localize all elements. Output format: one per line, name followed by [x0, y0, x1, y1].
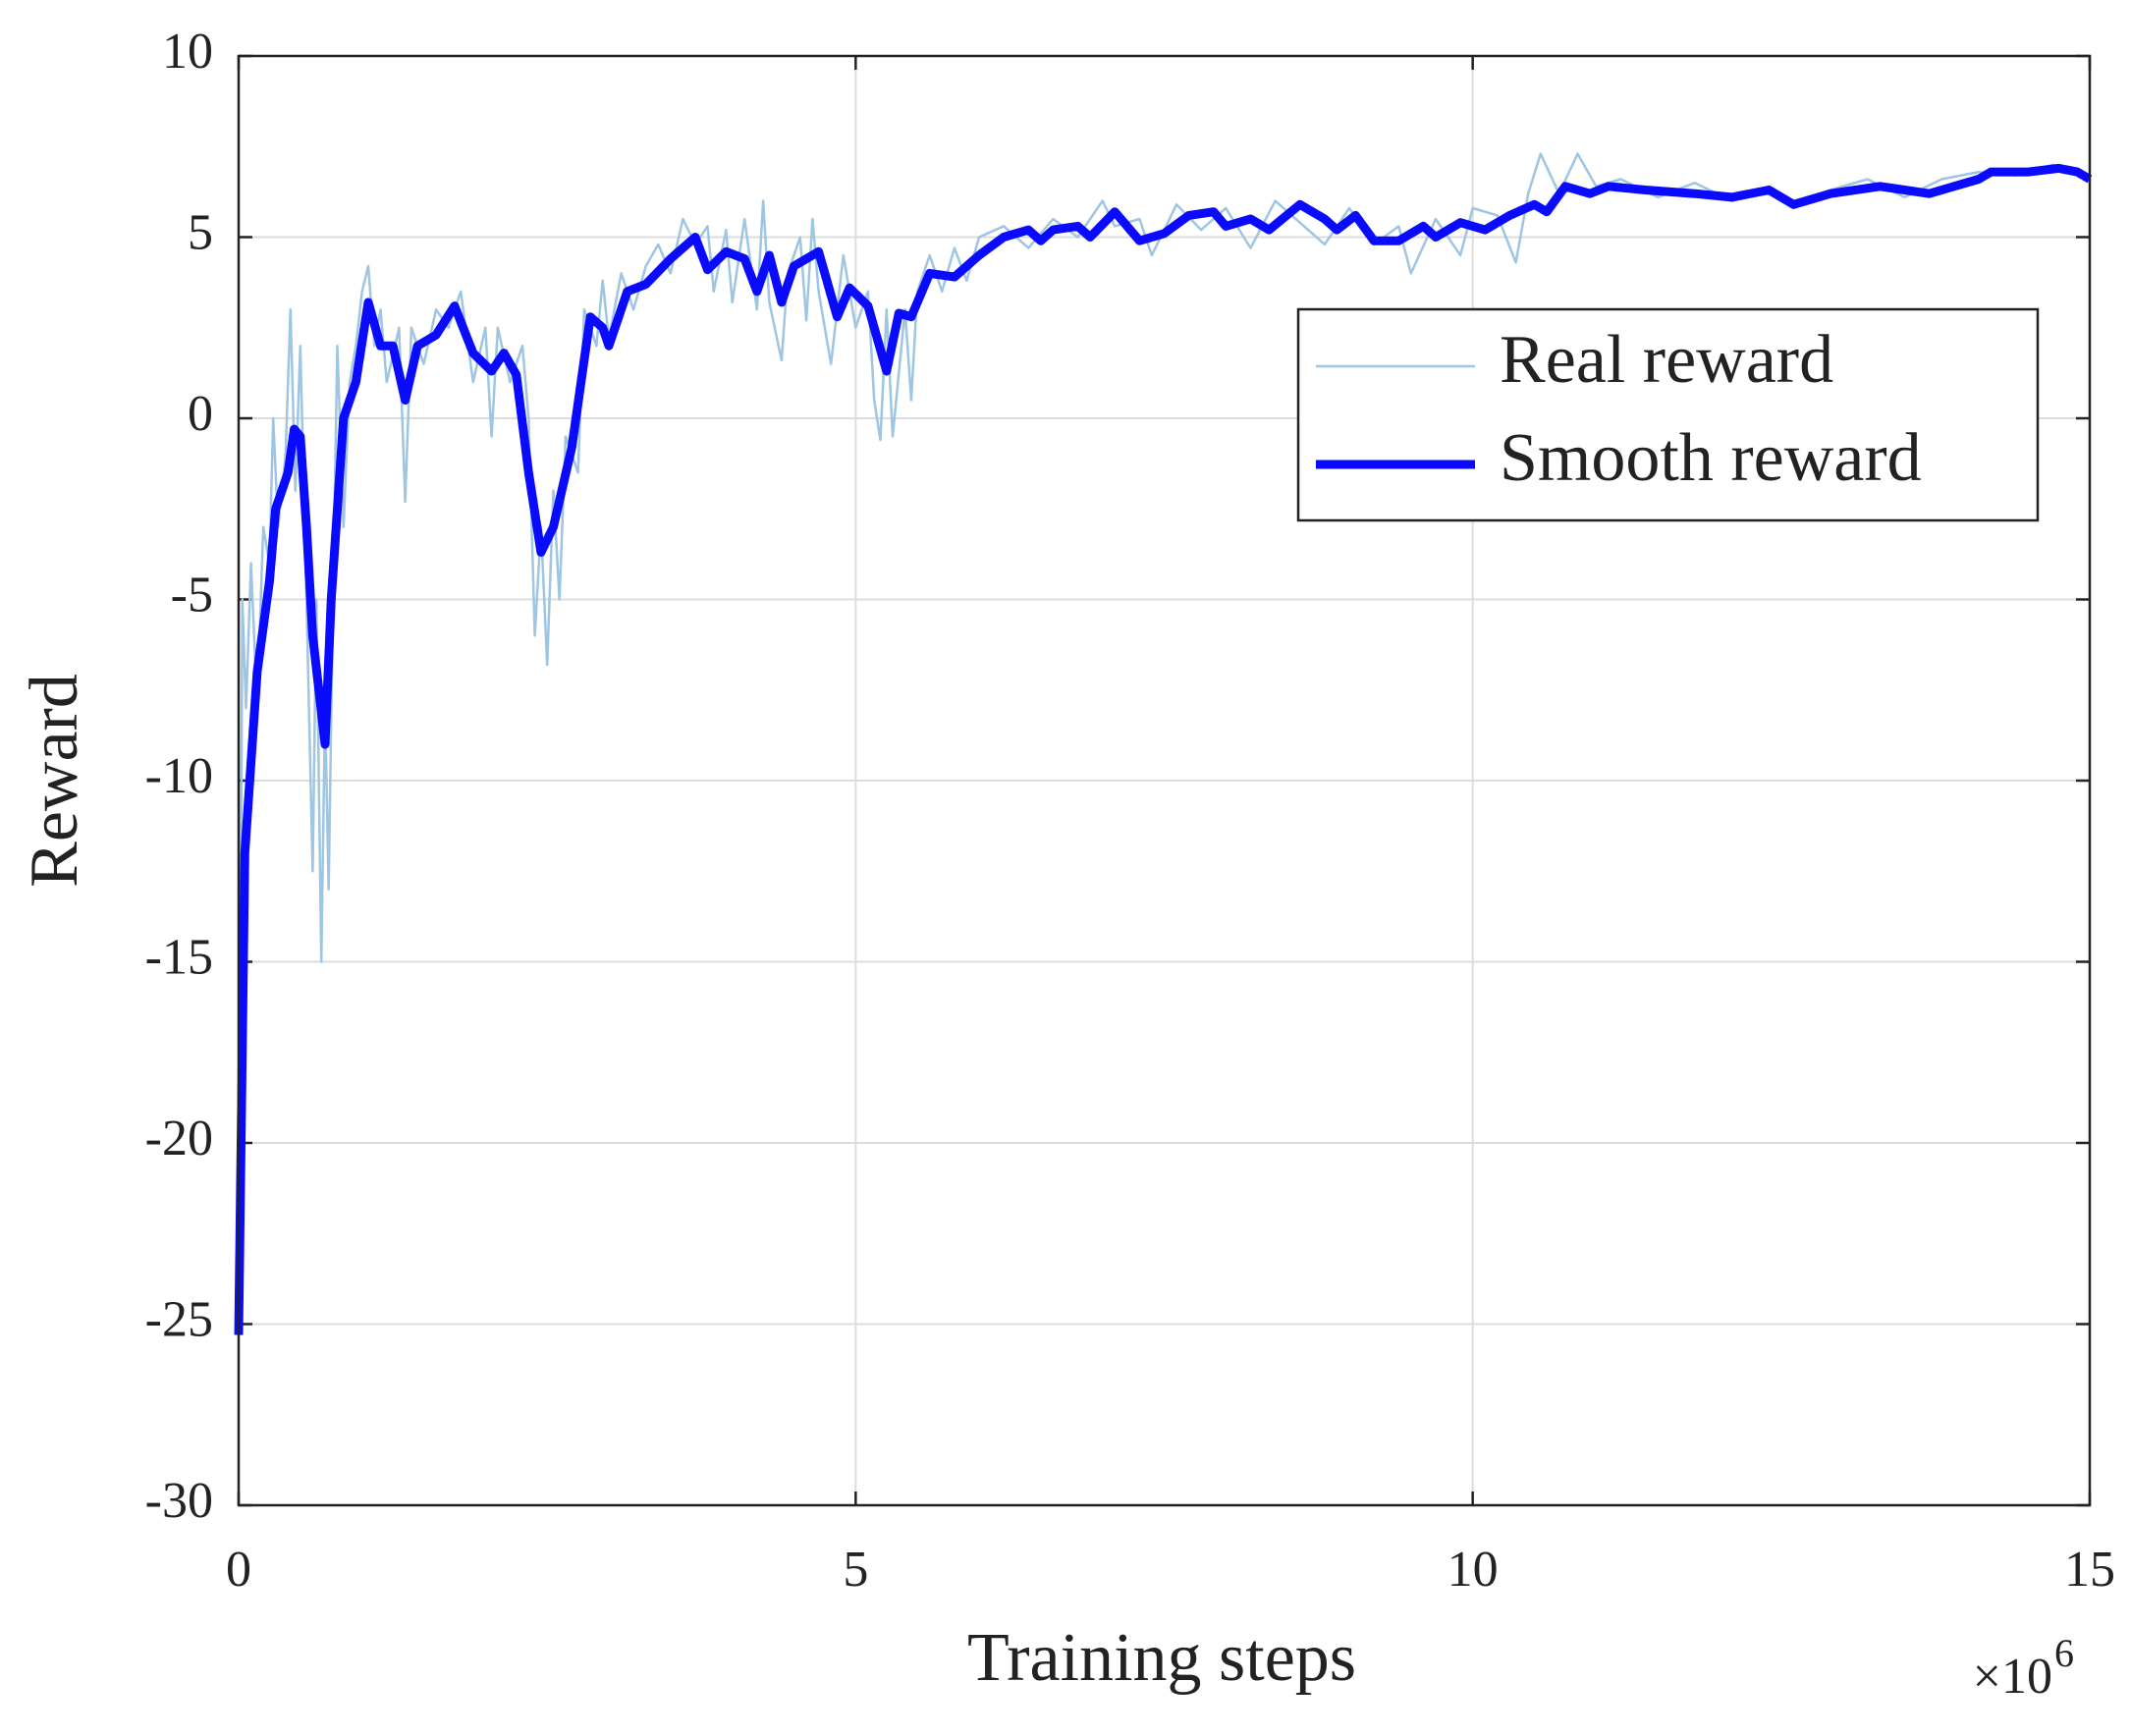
- y-tick-label: -15: [145, 929, 213, 985]
- y-tick-label: -5: [171, 567, 213, 623]
- legend-box: [1296, 307, 2040, 522]
- legend-label: Smooth reward: [1500, 420, 1922, 496]
- plot-frame: [237, 54, 2092, 1507]
- y-tick-label: -10: [145, 748, 213, 804]
- x-tick-label: 10: [1447, 1542, 1499, 1598]
- x-tick-label: 15: [2064, 1542, 2115, 1598]
- y-tick-label: -20: [145, 1111, 213, 1166]
- y-tick-label: -30: [145, 1473, 213, 1529]
- y-axis-label: Reward: [17, 674, 92, 888]
- y-tick-label: -25: [145, 1291, 213, 1347]
- y-tick-label: 5: [188, 204, 213, 260]
- data-line: [234, 163, 2093, 1335]
- x-multiplier: ×10: [1973, 1649, 2052, 1705]
- x-tick-label: 0: [226, 1542, 251, 1598]
- x-multiplier-exponent: 6: [2054, 1631, 2074, 1675]
- data-line: [237, 152, 2091, 1325]
- y-tick-label: 0: [188, 386, 213, 442]
- x-tick-label: 5: [843, 1542, 868, 1598]
- y-tick-label: 10: [162, 24, 213, 80]
- x-axis-label: Training steps: [967, 1620, 1356, 1696]
- legend-label: Real reward: [1500, 322, 1833, 398]
